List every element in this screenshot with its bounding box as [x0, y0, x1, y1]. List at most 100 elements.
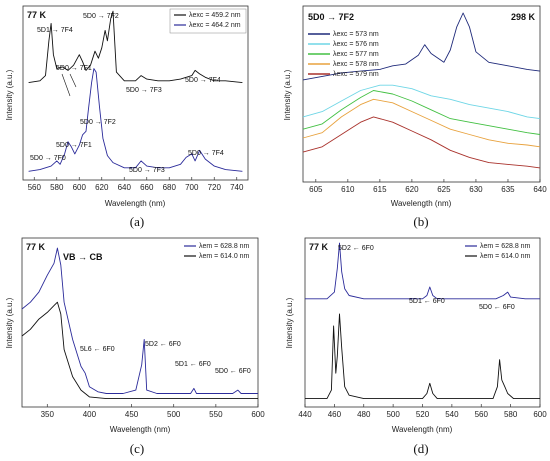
transition-title-b: 5D0 → 7F2 [308, 12, 354, 22]
transition-annotation-a: 5D0 → 7F4 [188, 150, 224, 157]
x-tick-label: 580 [50, 183, 64, 192]
series-line-b-4 [302, 116, 541, 169]
transition-annotation-a: 5D0 → 7F1 [56, 142, 92, 149]
x-tick-label: 450 [125, 410, 139, 419]
x-tick-label: 620 [405, 185, 419, 194]
legend-label-b: λexc = 579 nm [333, 71, 379, 78]
series-line-c-1 [21, 301, 258, 400]
transition-annotation-c: 5D2 ← 6F0 [145, 341, 181, 348]
chart-d: Intensity (a.u.) Wavelength (nm) 77 K 44… [285, 237, 547, 456]
panel-b: Intensity (a.u.) Wavelength (nm) 298 K 5… [275, 0, 550, 230]
transition-annotation-d: 5D0 ← 6F0 [479, 304, 515, 311]
x-tick-label: 680 [163, 183, 177, 192]
series-group-d [305, 242, 540, 400]
y-axis-label-a: Intensity (a.u.) [5, 69, 14, 120]
x-axis-label-b: Wavelength (nm) [391, 199, 452, 208]
x-tick-label: 740 [230, 183, 244, 192]
x-tick-label: 615 [373, 185, 387, 194]
transition-annotation-a: 5D0 → 7F0 [30, 155, 66, 162]
panel-c: Intensity (a.u.) Wavelength (nm) 77 K 35… [0, 231, 275, 461]
panel-a: Intensity (a.u.) Wavelength (nm) 77 K 56… [0, 0, 275, 230]
legend-frame-a [169, 8, 247, 34]
x-tick-label: 460 [328, 410, 342, 419]
x-tick-label: 630 [469, 185, 483, 194]
temperature-label-c: 77 K [26, 242, 46, 252]
chart-b: Intensity (a.u.) Wavelength (nm) 298 K 5… [283, 5, 547, 229]
annotation-arrow-a [61, 73, 71, 97]
series-line-b-3 [302, 98, 541, 148]
transition-annotation-c: 5L6 ← 6F0 [80, 346, 115, 353]
legend-label-b: λexc = 576 nm [333, 41, 379, 48]
x-tick-label: 700 [185, 183, 199, 192]
annotations-a: 5D1 → 7F4 5D0 → 7F1 5D0 → 7F2 5D0 → 7F3 5D0 … [30, 13, 224, 174]
series-group-b [302, 12, 541, 169]
x-tick-label: 720 [208, 183, 222, 192]
transition-annotation-a: 5D0 → 7F2 [83, 13, 119, 20]
legend-label-b: λexc = 573 nm [333, 31, 379, 38]
series-line-b-0 [302, 12, 541, 81]
legend-d: λem = 628.8 nm λem = 614.0 nm [465, 243, 531, 260]
annotations-d: 5D2 ← 6F0 5D1 ← 6F0 5D0 ← 6F0 [338, 245, 515, 311]
x-axis-label-c: Wavelength (nm) [110, 425, 171, 434]
x-ticks-b: 605 610 615 620 625 630 635 640 [309, 179, 547, 194]
panel-caption-d: (d) [413, 441, 428, 456]
x-tick-label: 600 [251, 410, 265, 419]
legend-c: λem = 628.8 nm λem = 614.0 nm [184, 243, 250, 260]
legend-label-d: λem = 628.8 nm [480, 243, 531, 250]
x-tick-label: 610 [341, 185, 355, 194]
legend-label-c: λem = 614.0 nm [199, 253, 250, 260]
legend-label-a: λexc = 464.2 nm [189, 22, 241, 29]
transition-annotation-a: 5D0 → 7F3 [129, 167, 165, 174]
chart-c: Intensity (a.u.) Wavelength (nm) 77 K 35… [5, 237, 265, 456]
x-tick-label: 580 [504, 410, 518, 419]
series-line-c-0 [21, 247, 258, 394]
series-line-d-1 [305, 313, 540, 400]
y-axis-label-d: Intensity (a.u.) [285, 297, 294, 348]
temperature-label-b: 298 K [511, 12, 536, 22]
x-tick-label: 625 [437, 185, 451, 194]
x-tick-label: 400 [83, 410, 97, 419]
transition-annotation-a: 5D0 → 7F3 [126, 87, 162, 94]
transition-annotation-c: 5D1 ← 6F0 [175, 361, 211, 368]
transition-annotation-a: 5D0 → 7F4 [185, 77, 221, 84]
x-tick-label: 520 [416, 410, 430, 419]
plot-frame-c [21, 237, 259, 408]
y-axis-label-c: Intensity (a.u.) [5, 297, 14, 348]
legend-label-a: λexc = 459.2 nm [189, 12, 241, 19]
legend-label-c: λem = 628.8 nm [199, 243, 250, 250]
panel-caption-c: (c) [130, 441, 144, 456]
x-tick-label: 605 [309, 185, 323, 194]
temperature-label-d: 77 K [309, 242, 329, 252]
transition-annotation-a: 5D0 → 7F2 [80, 119, 116, 126]
plot-frame-a [22, 5, 249, 181]
annotations-c: VB → CB 5L6 ← 6F0 5D2 ← 6F0 5D1 ← 6F0 5D0 ← … [63, 252, 251, 375]
x-ticks-a: 560 580 600 620 640 660 680 700 720 740 [28, 177, 244, 192]
chart-a: Intensity (a.u.) Wavelength (nm) 77 K 56… [5, 5, 249, 229]
x-tick-label: 440 [298, 410, 312, 419]
plot-frame-b [302, 5, 541, 183]
x-tick-label: 500 [386, 410, 400, 419]
panel-caption-b: (b) [413, 214, 428, 229]
annotation-arrow-a [69, 73, 77, 88]
x-tick-label: 540 [445, 410, 459, 419]
y-axis-label-b: Intensity (a.u.) [283, 69, 292, 120]
x-ticks-d: 440 460 480 500 520 540 560 580 600 [298, 404, 547, 419]
x-tick-label: 640 [533, 185, 547, 194]
x-tick-label: 500 [167, 410, 181, 419]
panel-d: Intensity (a.u.) Wavelength (nm) 77 K 44… [275, 231, 550, 461]
transition-annotation-d: 5D2 ← 6F0 [338, 245, 374, 252]
series-group-a [28, 10, 243, 172]
transition-annotation-a: 5D0 → 7F1 [56, 65, 92, 72]
x-tick-label: 480 [357, 410, 371, 419]
x-tick-label: 640 [118, 183, 132, 192]
x-tick-label: 550 [209, 410, 223, 419]
series-line-a-1 [28, 68, 243, 172]
x-axis-label-a: Wavelength (nm) [105, 199, 166, 208]
legend-label-b: λexc = 577 nm [333, 51, 379, 58]
x-tick-label: 600 [533, 410, 547, 419]
series-line-d-0 [305, 242, 540, 300]
panel-caption-a: (a) [130, 214, 144, 229]
x-tick-label: 560 [28, 183, 42, 192]
legend-b: λexc = 573 nm λexc = 576 nm λexc = 577 nm λ… [308, 31, 379, 78]
series-line-b-2 [302, 90, 541, 135]
